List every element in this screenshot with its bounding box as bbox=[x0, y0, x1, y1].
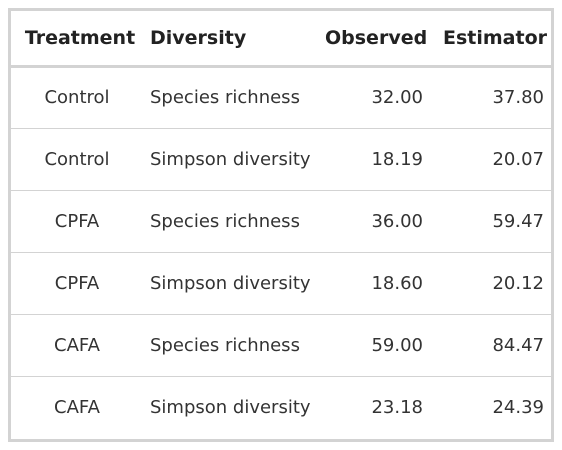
cell-observed: 59.00 bbox=[371, 334, 423, 356]
header-diversity: Diversity bbox=[150, 26, 247, 49]
cell-estimator: 84.47 bbox=[492, 334, 544, 356]
cell-observed: 18.19 bbox=[371, 148, 423, 170]
cell-treatment: Control bbox=[44, 148, 110, 170]
cell-observed: 32.00 bbox=[371, 87, 423, 108]
cell-diversity: Simpson diversity bbox=[150, 396, 311, 418]
table-body: Control Species richness 32.00 37.80 Con… bbox=[11, 66, 554, 438]
cell-treatment: CPFA bbox=[54, 272, 100, 294]
cell-treatment: CAFA bbox=[54, 396, 100, 418]
header-row: Treatment Diversity Observed Estimator bbox=[11, 11, 554, 66]
cell-estimator: 59.47 bbox=[492, 210, 544, 232]
cell-estimator: 20.12 bbox=[492, 272, 544, 294]
table-row: CAFA Simpson diversity 23.18 24.39 bbox=[11, 376, 554, 438]
diversity-table: Treatment Diversity Observed Estimator C… bbox=[11, 11, 554, 438]
table-row: CAFA Species richness 59.00 84.47 bbox=[11, 314, 554, 376]
cell-estimator: 24.39 bbox=[492, 396, 544, 418]
cell-treatment: Control bbox=[44, 87, 110, 108]
cell-observed: 36.00 bbox=[371, 210, 423, 232]
cell-diversity: Simpson diversity bbox=[150, 272, 311, 294]
cell-observed: 18.60 bbox=[371, 272, 423, 294]
header-estimator: Estimator bbox=[443, 26, 548, 49]
cell-estimator: 20.07 bbox=[492, 148, 544, 170]
header-observed: Observed bbox=[325, 26, 428, 49]
cell-treatment: CAFA bbox=[54, 334, 100, 356]
table-row: CPFA Simpson diversity 18.60 20.12 bbox=[11, 252, 554, 314]
cell-observed: 23.18 bbox=[371, 396, 423, 418]
cell-diversity: Species richness bbox=[150, 87, 300, 108]
table-row: Control Simpson diversity 18.19 20.07 bbox=[11, 128, 554, 190]
cell-treatment: CPFA bbox=[54, 210, 100, 232]
cell-estimator: 37.80 bbox=[492, 87, 544, 108]
table-frame: Treatment Diversity Observed Estimator C… bbox=[8, 8, 554, 442]
header-treatment: Treatment bbox=[24, 26, 136, 49]
table-row: Control Species richness 32.00 37.80 bbox=[11, 66, 554, 128]
cell-diversity: Species richness bbox=[150, 334, 300, 356]
cell-diversity: Species richness bbox=[150, 210, 300, 232]
cell-diversity: Simpson diversity bbox=[150, 148, 311, 170]
table-header: Treatment Diversity Observed Estimator bbox=[11, 11, 554, 66]
table-row: CPFA Species richness 36.00 59.47 bbox=[11, 190, 554, 252]
